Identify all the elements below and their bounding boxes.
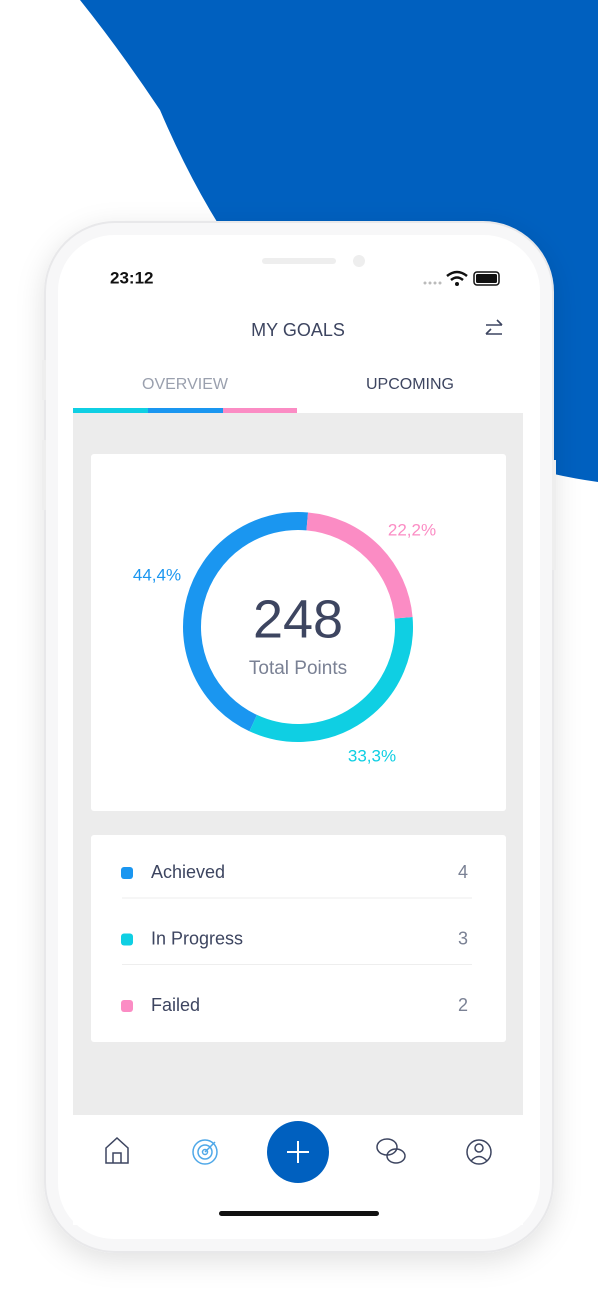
wifi-icon bbox=[446, 270, 468, 282]
tab[interactable]: UPCOMING bbox=[366, 376, 454, 393]
donut-segment bbox=[249, 616, 413, 742]
side-button bbox=[552, 460, 556, 570]
profile-icon[interactable] bbox=[466, 1139, 492, 1165]
legend-dot bbox=[121, 933, 133, 946]
total-value: 248 bbox=[253, 589, 343, 649]
legend-label: Achieved bbox=[151, 862, 225, 882]
legend-count: 4 bbox=[458, 862, 468, 882]
speaker bbox=[262, 258, 336, 264]
home-icon[interactable] bbox=[105, 1136, 129, 1164]
wifi-dot bbox=[455, 282, 459, 286]
value-label: 44,4% bbox=[133, 565, 181, 584]
value-label: 33,3% bbox=[348, 746, 396, 765]
tab-indicator bbox=[73, 408, 148, 413]
chart-card bbox=[91, 454, 506, 811]
tab-indicator bbox=[223, 408, 297, 413]
legend-count: 2 bbox=[458, 995, 468, 1015]
header-title: MY GOALS bbox=[251, 320, 345, 340]
chat-icon[interactable] bbox=[376, 1138, 406, 1164]
legend-count: 3 bbox=[458, 928, 468, 948]
battery-level bbox=[476, 274, 497, 283]
side-button bbox=[42, 440, 46, 510]
legend-label: In Progress bbox=[151, 928, 243, 948]
swap-icon[interactable] bbox=[485, 319, 503, 335]
goals-icon[interactable] bbox=[192, 1139, 218, 1165]
home-indicator bbox=[219, 1211, 379, 1216]
value-label: 22,2% bbox=[388, 520, 436, 539]
legend-dot bbox=[121, 1000, 133, 1012]
camera bbox=[353, 255, 365, 267]
add-icon bbox=[287, 1141, 309, 1163]
tab-indicator bbox=[148, 408, 223, 413]
side-button bbox=[42, 360, 46, 400]
battery bbox=[473, 271, 500, 286]
status-time: 23:12 bbox=[110, 268, 153, 287]
legend-card bbox=[91, 835, 506, 1042]
legend: Achieved 4 In Progress 3 Failed 2 bbox=[121, 862, 472, 1015]
tab[interactable]: OVERVIEW bbox=[142, 376, 229, 393]
legend-label: Failed bbox=[151, 995, 200, 1015]
signal bbox=[423, 281, 442, 285]
donut-segment bbox=[306, 512, 413, 619]
legend-dot bbox=[121, 867, 133, 879]
donut-segment bbox=[183, 512, 309, 732]
donut: 44,4% 33,3% 22,2% bbox=[133, 512, 436, 765]
total-label: Total Points bbox=[249, 658, 347, 679]
